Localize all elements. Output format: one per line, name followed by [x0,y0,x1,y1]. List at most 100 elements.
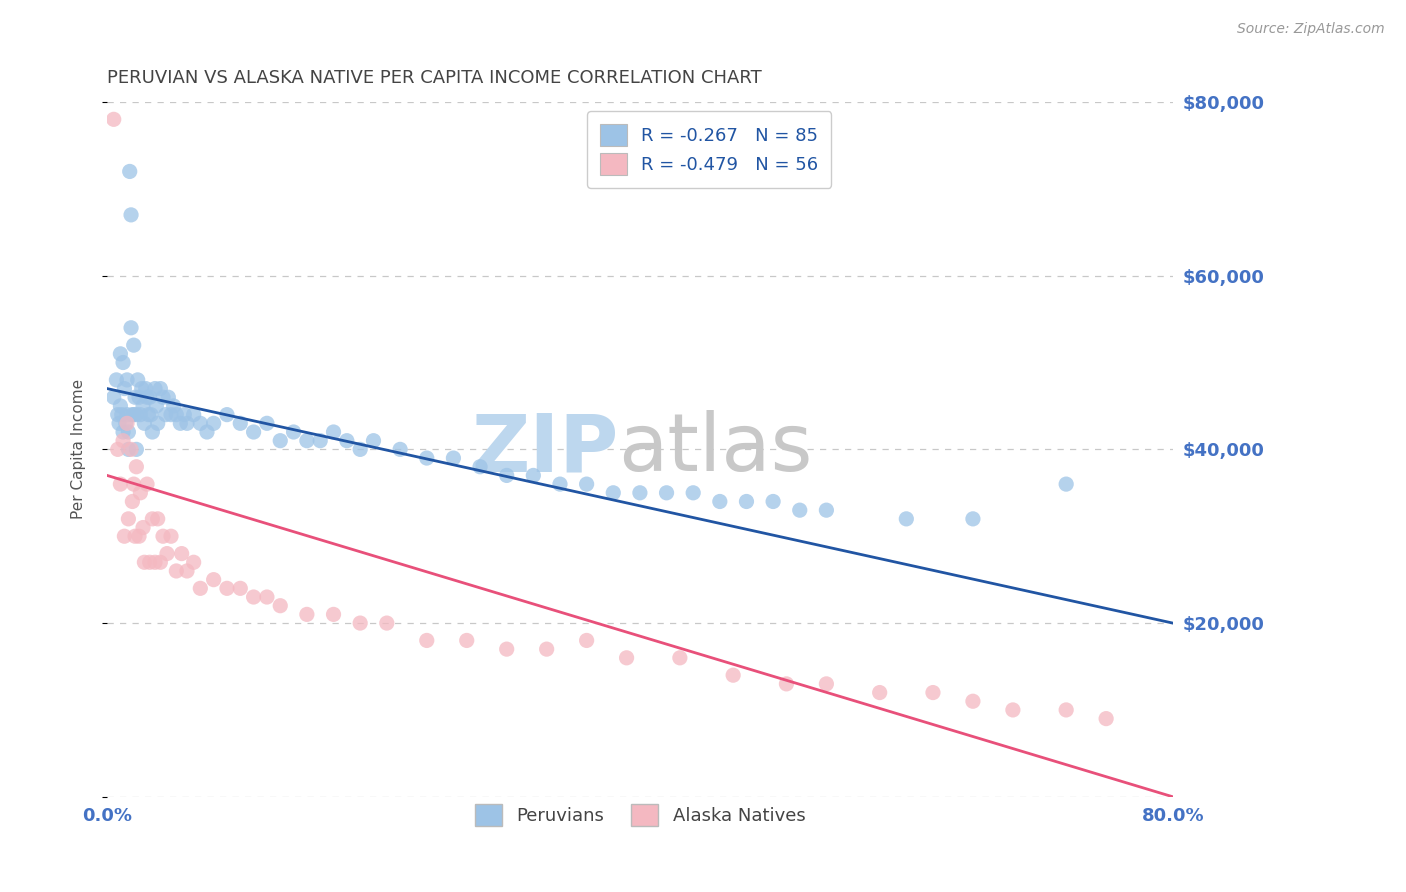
Point [295,607,318,622]
Point [575,633,598,648]
Point [375,616,398,631]
Point [709,494,731,508]
Point [575,477,598,491]
Point [616,650,638,665]
Point [389,442,412,457]
Point [132,520,155,534]
Legend: Peruvians, Alaska Natives: Peruvians, Alaska Natives [467,797,813,833]
Point [122,408,145,422]
Point [149,555,172,569]
Point [112,382,135,396]
Point [536,642,558,657]
Point [962,694,984,708]
Point [669,650,692,665]
Point [143,555,166,569]
Point [125,408,148,422]
Point [269,434,291,448]
Point [117,442,139,457]
Point [789,503,811,517]
Point [495,468,517,483]
Point [721,668,744,682]
Point [815,677,838,691]
Point [173,408,195,422]
Point [107,442,129,457]
Point [202,417,225,431]
Point [229,417,252,431]
Text: atlas: atlas [619,410,813,489]
Point [762,494,785,508]
Point [283,425,305,439]
Point [115,417,138,431]
Point [115,408,138,422]
Point [229,582,252,596]
Point [163,399,186,413]
Point [146,417,169,431]
Point [775,677,797,691]
Point [176,564,198,578]
Point [120,320,142,334]
Point [176,417,198,431]
Point [256,417,278,431]
Point [103,112,125,127]
Point [114,417,136,431]
Point [121,408,143,422]
Point [202,573,225,587]
Point [628,485,651,500]
Point [138,390,160,404]
Point [131,382,153,396]
Point [242,590,264,604]
Point [195,425,218,439]
Point [1001,703,1024,717]
Point [548,477,571,491]
Point [1054,477,1077,491]
Point [152,529,174,543]
Point [143,382,166,396]
Point [136,390,159,404]
Point [416,451,439,466]
Point [141,425,163,439]
Point [188,582,211,596]
Point [124,390,146,404]
Point [815,503,838,517]
Point [256,590,278,604]
Point [115,373,138,387]
Point [110,399,132,413]
Point [117,512,139,526]
Point [112,529,135,543]
Point [103,390,125,404]
Point [122,338,145,352]
Point [136,477,159,491]
Point [139,408,162,422]
Point [134,555,156,569]
Point [135,382,157,396]
Point [165,408,187,422]
Point [125,459,148,474]
Point [117,425,139,439]
Point [896,512,918,526]
Point [655,485,678,500]
Y-axis label: Per Capita Income: Per Capita Income [72,379,86,519]
Point [110,477,132,491]
Text: Source: ZipAtlas.com: Source: ZipAtlas.com [1237,22,1385,37]
Point [132,399,155,413]
Point [295,434,318,448]
Point [1054,703,1077,717]
Point [349,616,371,631]
Point [128,390,150,404]
Point [152,390,174,404]
Point [336,434,359,448]
Point [112,355,135,369]
Point [146,512,169,526]
Point [120,442,142,457]
Point [522,468,544,483]
Point [215,408,238,422]
Point [183,555,205,569]
Point [122,477,145,491]
Point [141,512,163,526]
Point [128,529,150,543]
Point [108,417,131,431]
Point [602,485,624,500]
Point [682,485,704,500]
Point [120,208,142,222]
Point [869,685,891,699]
